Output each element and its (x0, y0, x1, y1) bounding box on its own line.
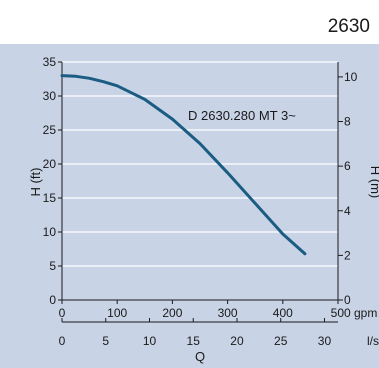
y-left-tick-label: 5 (49, 259, 56, 273)
x-tick-label: 200 (162, 306, 182, 320)
secondary-x-tick-label: 15 (187, 334, 201, 348)
y-left-tick-label: 35 (43, 55, 57, 69)
y-left-tick-label: 0 (49, 293, 56, 307)
y-left-tick-label: 15 (43, 191, 57, 205)
performance-curve (60, 74, 307, 256)
chart-header-title: 2630 (327, 16, 370, 37)
y-axis-right-title: H (m) (368, 166, 379, 199)
y-left-tick-label: 10 (43, 225, 57, 239)
y-right-tick-label: 0 (344, 293, 351, 307)
x-tick-label: 500 gpm (331, 306, 378, 320)
y-left-tick-label: 25 (43, 123, 57, 137)
secondary-x-tick-label: 5 (102, 334, 109, 348)
x-tick-label: 400 (273, 306, 293, 320)
y-right-tick-label: 10 (344, 70, 358, 84)
x-axis-title: Q (195, 349, 205, 364)
y-left-tick-label: 20 (43, 157, 57, 171)
secondary-x-tick-label: 20 (230, 334, 244, 348)
secondary-x-tick-label: 0 (59, 334, 66, 348)
y-right-tick-label: 2 (344, 248, 351, 262)
y-right-tick-label: 8 (344, 115, 351, 129)
x-tick-label: 0 (59, 306, 66, 320)
y-right-tick-label: 4 (344, 204, 351, 218)
series-label: D 2630.280 MT 3~ (188, 108, 296, 123)
x-tick-label: 300 (218, 306, 238, 320)
secondary-x-tick-label: 30 (318, 334, 332, 348)
y-right-tick-label: 6 (344, 159, 351, 173)
secondary-x-unit-label: l/s (367, 334, 379, 348)
gridlines (62, 61, 338, 267)
y-left-tick-label: 30 (43, 89, 57, 103)
secondary-x-tick-label: 10 (143, 334, 157, 348)
y-axis-left-title: H (ft) (28, 168, 43, 197)
x-tick-label: 100 (107, 306, 127, 320)
plot-area (62, 62, 338, 300)
secondary-x-tick-label: 25 (274, 334, 288, 348)
axes (58, 61, 343, 323)
